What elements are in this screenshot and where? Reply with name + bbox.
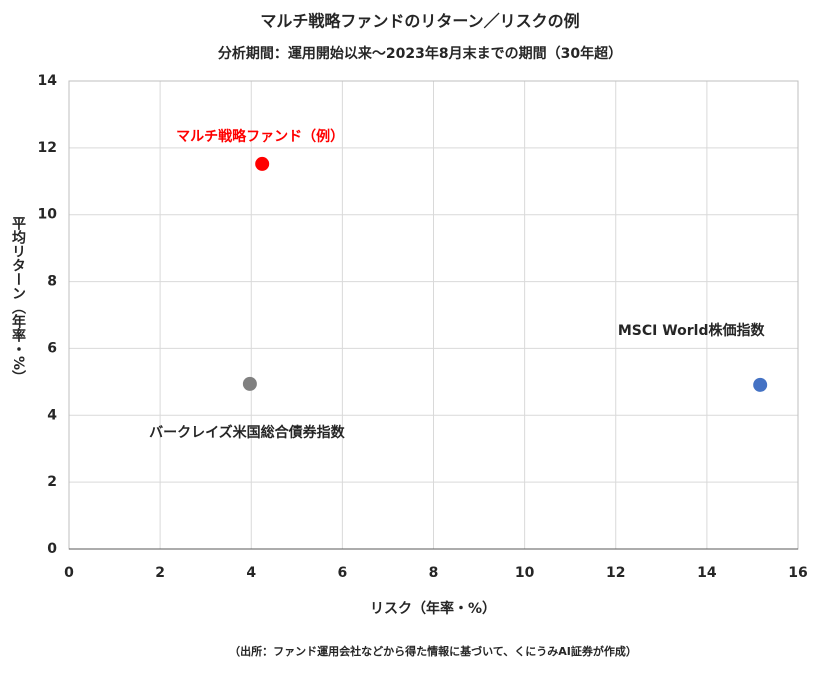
y-tick-label: 0 xyxy=(47,541,57,557)
point-label: マルチ戦略ファンド（例） xyxy=(176,128,344,145)
chart-subtitle: 分析期間：運用開始以来～2023年8月末までの期間（30年超） xyxy=(218,45,622,62)
point xyxy=(255,156,270,171)
y-tick-label: 14 xyxy=(38,73,58,89)
point-label: バークレイズ米国総合債券指数 xyxy=(149,424,346,441)
x-tick-label: 8 xyxy=(429,565,439,581)
point xyxy=(753,377,768,392)
point-label: MSCI World株価指数 xyxy=(618,322,766,339)
source-note: （出所：ファンド運用会社などから得た情報に基づいて、くにうみAI証券が作成） xyxy=(229,644,637,658)
point xyxy=(242,376,257,391)
x-tick-label: 14 xyxy=(697,565,717,581)
x-tick-label: 2 xyxy=(155,565,165,581)
x-tick-label: 6 xyxy=(338,565,348,581)
y-tick-label: 10 xyxy=(38,207,58,223)
x-tick-label: 10 xyxy=(515,565,535,581)
y-tick-label: 12 xyxy=(38,140,57,156)
x-tick-label: 12 xyxy=(606,565,625,581)
x-tick-label: 16 xyxy=(788,565,807,581)
x-axis-label: リスク（年率・%） xyxy=(370,600,496,617)
y-tick-label: 2 xyxy=(47,474,57,490)
y-tick-label: 4 xyxy=(47,407,57,423)
y-tick-label: 6 xyxy=(47,340,57,356)
x-tick-label: 4 xyxy=(246,565,256,581)
y-axis-label: 平均リターン（年率・%） xyxy=(10,216,27,384)
chart-title: マルチ戦略ファンドのリターン／リスクの例 xyxy=(260,12,579,31)
x-tick-label: 0 xyxy=(64,565,74,581)
y-tick-label: 8 xyxy=(47,274,57,290)
